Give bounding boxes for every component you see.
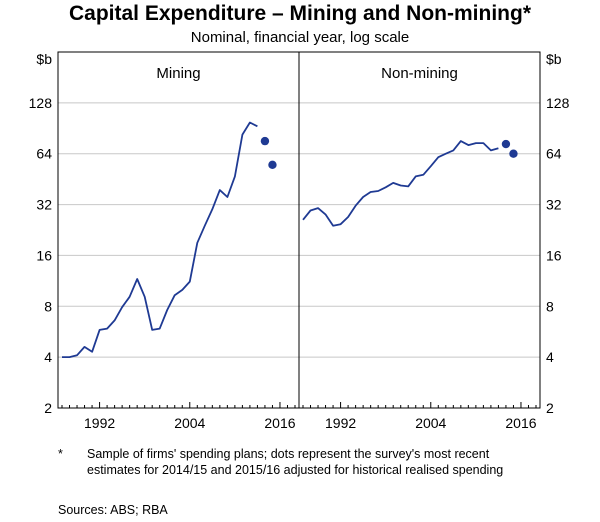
sources: Sources: ABS; RBA bbox=[58, 503, 168, 517]
chart-svg: 2 2 4 4 8 8 16 16 32 32 64 64 128 128 $b $b Mining 1992 20… bbox=[29, 51, 570, 431]
y-tick-label-right: 16 bbox=[546, 247, 562, 263]
y-tick-label-right: 8 bbox=[546, 298, 554, 314]
y-tick-label-right: 64 bbox=[546, 146, 562, 162]
y-tick-label-right: 128 bbox=[546, 95, 570, 111]
y-tick-label-right: 32 bbox=[546, 197, 562, 213]
estimate-dot bbox=[260, 136, 270, 146]
estimate-dot bbox=[501, 139, 511, 149]
footnote-text: Sample of firms' spending plans; dots re… bbox=[87, 447, 504, 477]
x-tick-label: 1992 bbox=[84, 415, 115, 431]
panel-label: Mining bbox=[156, 65, 200, 82]
y-unit-left: $b bbox=[36, 51, 52, 67]
x-tick-label: 2004 bbox=[174, 415, 205, 431]
estimate-dot bbox=[509, 149, 518, 158]
y-tick-label-left: 2 bbox=[44, 400, 52, 416]
series-line bbox=[302, 140, 499, 227]
y-unit-right: $b bbox=[546, 51, 562, 67]
y-tick-label-left: 64 bbox=[36, 146, 52, 162]
estimate-dot bbox=[268, 160, 277, 170]
x-tick-label: 2016 bbox=[264, 415, 295, 431]
y-tick-label-right: 2 bbox=[546, 400, 554, 416]
footnote-marker: * bbox=[58, 447, 63, 461]
y-tick-label-left: 16 bbox=[36, 247, 52, 263]
series-line bbox=[62, 121, 258, 359]
chart-subtitle: Nominal, financial year, log scale bbox=[190, 29, 410, 46]
y-tick-label-left: 8 bbox=[44, 298, 52, 314]
chart-title: Capital Expenditure – Mining and Non-min… bbox=[68, 2, 531, 25]
panel-label: Non-mining bbox=[381, 65, 458, 82]
y-tick-label-left: 128 bbox=[29, 95, 53, 111]
x-tick-label: 1992 bbox=[325, 415, 356, 431]
y-tick-label-left: 32 bbox=[36, 197, 52, 213]
x-tick-label: 2004 bbox=[415, 415, 446, 431]
y-tick-label-left: 4 bbox=[44, 349, 52, 365]
x-tick-label: 2016 bbox=[505, 415, 536, 431]
y-tick-label-right: 4 bbox=[546, 349, 554, 365]
